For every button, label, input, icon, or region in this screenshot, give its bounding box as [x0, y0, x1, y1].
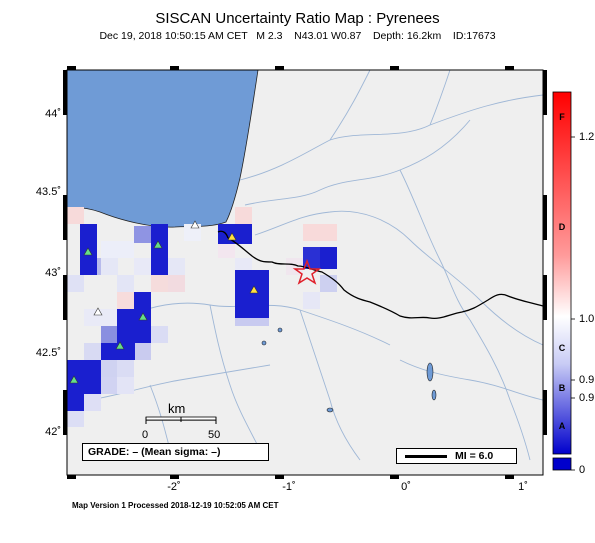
colorbar-zero-swatch — [552, 457, 572, 471]
station-icon — [190, 220, 200, 229]
star-icon — [292, 258, 322, 285]
grade-letter-f: F — [559, 112, 565, 122]
lat-tick-44: 44˚ — [45, 108, 61, 120]
scale-right-label: 50 — [208, 429, 221, 441]
station-icon — [249, 285, 259, 294]
map-footer: Map Version 1 Processed 2018-12-19 10:52… — [72, 501, 279, 510]
colorbar-gradient — [552, 91, 572, 455]
map-frame-ticks — [63, 66, 547, 479]
colorbar-tick-0-9b: 0.9 — [579, 392, 595, 404]
station-icon — [138, 312, 148, 321]
lon-tick-1: 1˚ — [518, 481, 528, 493]
stations — [69, 220, 259, 384]
event-info: Dec 19, 2018 10:50:15 AM CET M 2.3 N43.0… — [99, 30, 496, 42]
colorbar-tick-0-9a: 0.9 — [579, 374, 595, 386]
lat-tick-42: 42˚ — [45, 426, 61, 438]
grade-letter-c: C — [558, 343, 566, 353]
map-frame — [66, 69, 544, 476]
scale-unit: km — [168, 401, 186, 416]
lat-tick-43: 43˚ — [45, 267, 61, 279]
grade-box: GRADE: – (Mean sigma: –) — [82, 443, 269, 461]
lat-tick-43-5: 43.5˚ — [35, 186, 61, 198]
colorbar-tick-0: 0 — [579, 464, 586, 476]
mi-legend: MI = 6.0 — [396, 448, 517, 464]
scale-left-label: 0 — [142, 429, 149, 441]
colorbar-tick-1-2: 1.2 — [579, 131, 595, 143]
map-title: SISCAN Uncertainty Ratio Map : Pyrenees — [155, 10, 440, 27]
mi-bar — [405, 455, 447, 458]
scale-bar — [145, 416, 217, 424]
colorbar-tick-1-0: 1.0 — [579, 313, 595, 325]
international-border — [227, 237, 544, 320]
lon-tick-0: 0˚ — [401, 481, 411, 493]
ocean-bay-of-biscay — [66, 69, 259, 228]
mi-label: MI = 6.0 — [455, 450, 494, 462]
station-icon — [83, 247, 93, 256]
station-icon — [93, 307, 103, 316]
station-icon — [69, 375, 79, 384]
grade-letter-a: A — [558, 421, 566, 431]
grade-letter-d: D — [558, 222, 566, 232]
rivers — [89, 69, 544, 461]
colorbar-ticks — [571, 136, 575, 471]
station-icon — [153, 240, 163, 249]
lon-tick-minus2: -2˚ — [167, 481, 181, 493]
station-icon — [227, 232, 237, 241]
station-icon — [115, 341, 125, 350]
lat-tick-42-5: 42.5˚ — [35, 347, 61, 359]
reservoirs — [261, 327, 437, 413]
lon-tick-minus1: -1˚ — [282, 481, 296, 493]
grade-letter-b: B — [558, 383, 566, 393]
